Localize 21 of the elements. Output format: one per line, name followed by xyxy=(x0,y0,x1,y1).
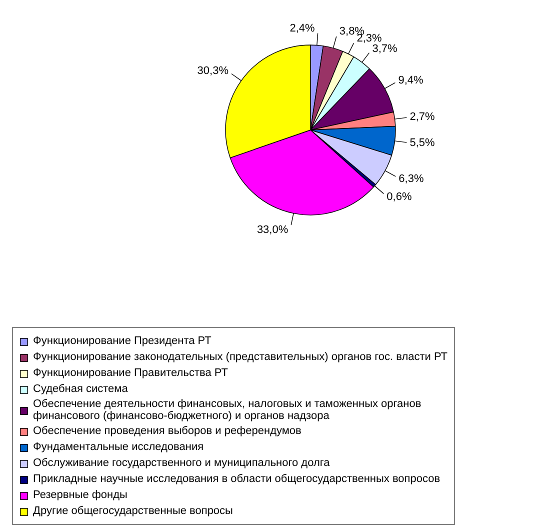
legend-label: Функционирование Президента РТ xyxy=(33,334,212,348)
data-label: 33,0% xyxy=(256,224,288,236)
data-label: 6,3% xyxy=(398,172,424,185)
data-label: 3,7% xyxy=(372,42,398,55)
data-label: 3,8% xyxy=(339,26,365,38)
legend-label: Резервные фонды xyxy=(33,488,128,502)
legend-label: Прикладные научные исследования в области общегосударственных вопросов xyxy=(33,472,440,486)
legend-label: Фундаментальные исследования xyxy=(33,440,204,454)
data-label: 0,6% xyxy=(386,190,412,203)
data-label: 30,3% xyxy=(197,64,229,77)
legend-label: Функционирование законодательных (представительных) органов гос. власти РТ xyxy=(33,350,448,364)
data-label: 5,5% xyxy=(410,137,435,150)
data-label: 2,4% xyxy=(290,22,316,34)
legend-label: Обслуживание государственного и муниципального долга xyxy=(33,456,330,470)
legend-label: Судебная система xyxy=(33,382,128,396)
legend-label: Другие общегосударственные вопросы xyxy=(33,504,233,518)
data-label: 9,4% xyxy=(398,74,424,86)
legend-label: Обеспечение проведения выборов и референдумов xyxy=(33,424,302,438)
legend-label: Функционирование Правительства РТ xyxy=(33,366,228,380)
data-label: 2,7% xyxy=(410,110,435,123)
legend-label: Обеспечение деятельности финансовых, налоговых и таможенных органов финансового (финансово-бюджетного) и органов надзора xyxy=(33,398,422,422)
